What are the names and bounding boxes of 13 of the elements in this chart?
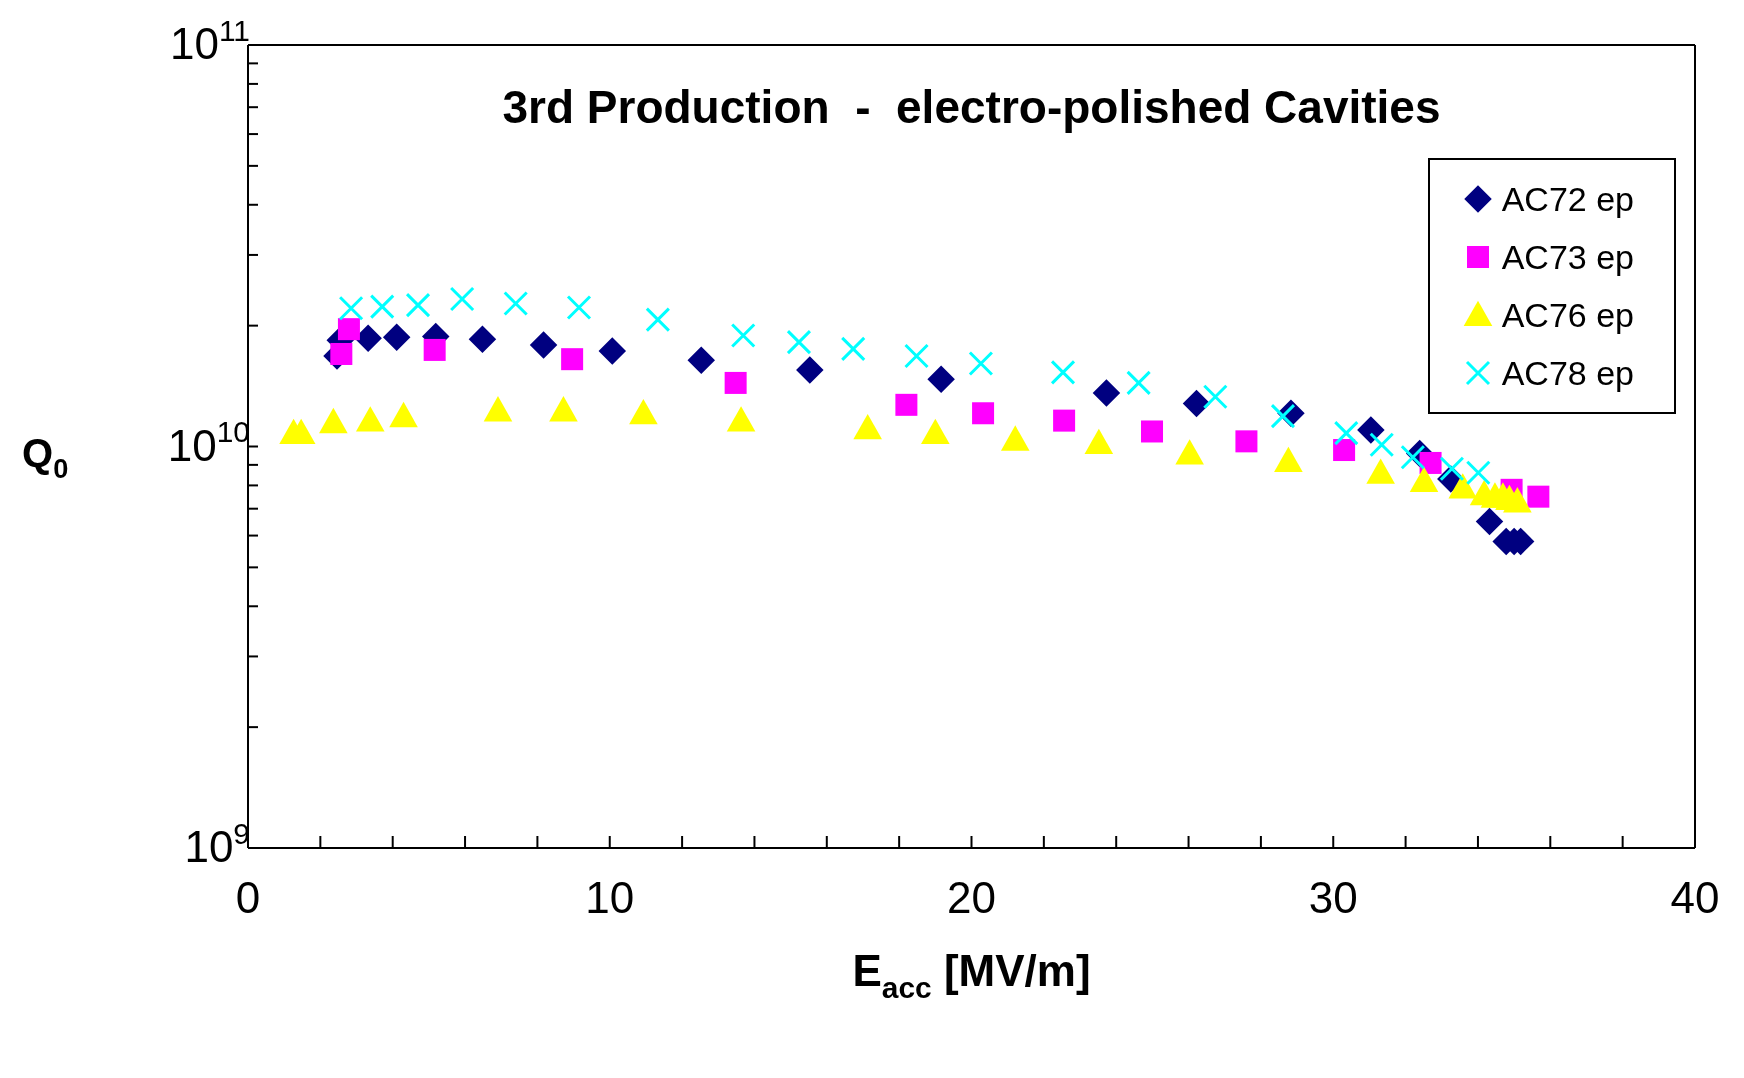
x-tick-label: 0: [235, 873, 261, 923]
legend-label: AC76 ep: [1501, 295, 1634, 335]
x-tick-label: 10: [585, 873, 635, 923]
x-tick-label: 30: [1308, 873, 1358, 923]
legend-label: AC78 ep: [1501, 353, 1634, 393]
y-tick-label: 10$^{11}$: [170, 13, 250, 68]
x-tick-label: 40: [1670, 873, 1720, 923]
x-axis-title: E$_{acc}$ [MV/m]: [852, 946, 1091, 1005]
y-axis-title: Q$_{0}$: [22, 430, 69, 484]
text: 3rd Production - electro-polished Cavities: [501, 80, 1442, 134]
x-tick-label: 20: [947, 873, 996, 923]
legend-label: AC72 ep: [1501, 179, 1634, 219]
legend-label: AC73 ep: [1501, 237, 1634, 277]
